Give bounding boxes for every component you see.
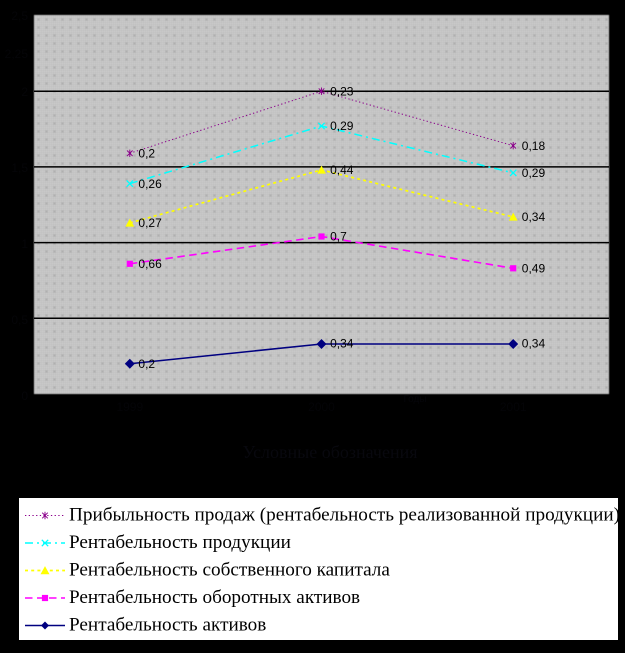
svg-text:1: 1 [21,237,28,251]
svg-text:1,5: 1,5 [11,161,28,175]
svg-text:2: 2 [21,85,28,99]
svg-text:Годы: Годы [403,394,426,405]
svg-text:0,5: 0,5 [11,313,28,327]
svg-text:Прибыльность продаж (рентабель: Прибыльность продаж (рентабельность реал… [69,505,620,526]
svg-text:0,49: 0,49 [522,262,546,276]
svg-text:2,5: 2,5 [11,9,28,23]
svg-text:0: 0 [21,389,28,403]
svg-text:2001: 2001 [500,400,527,414]
svg-text:Рентабельность продукции: Рентабельность продукции [69,532,291,553]
svg-text:0,18: 0,18 [522,139,546,153]
svg-text:0,27: 0,27 [138,216,162,230]
svg-text:0,34: 0,34 [522,210,546,224]
svg-text:0,2: 0,2 [138,357,155,371]
svg-text:0,26: 0,26 [138,177,162,191]
svg-text:0,29: 0,29 [330,119,354,133]
svg-text:Рентабельность активов: Рентабельность активов [69,615,266,636]
svg-text:Условные обозначения: Условные обозначения [242,442,417,462]
svg-text:2,25: 2,25 [5,47,29,61]
svg-text:0,66: 0,66 [138,257,162,271]
svg-text:0,34: 0,34 [522,337,546,351]
svg-text:0,23: 0,23 [330,84,354,98]
svg-text:0,2: 0,2 [138,147,155,161]
svg-text:Рентабельность оборотных актив: Рентабельность оборотных активов [69,587,360,608]
svg-text:1999: 1999 [116,400,143,414]
svg-text:2000: 2000 [308,400,335,414]
svg-text:0,7: 0,7 [330,230,347,244]
svg-text:0,29: 0,29 [522,166,546,180]
svg-text:0,34: 0,34 [330,337,354,351]
svg-text:Рентабельность собственного ка: Рентабельность собственного капитала [69,560,390,581]
svg-text:0,44: 0,44 [330,163,354,177]
